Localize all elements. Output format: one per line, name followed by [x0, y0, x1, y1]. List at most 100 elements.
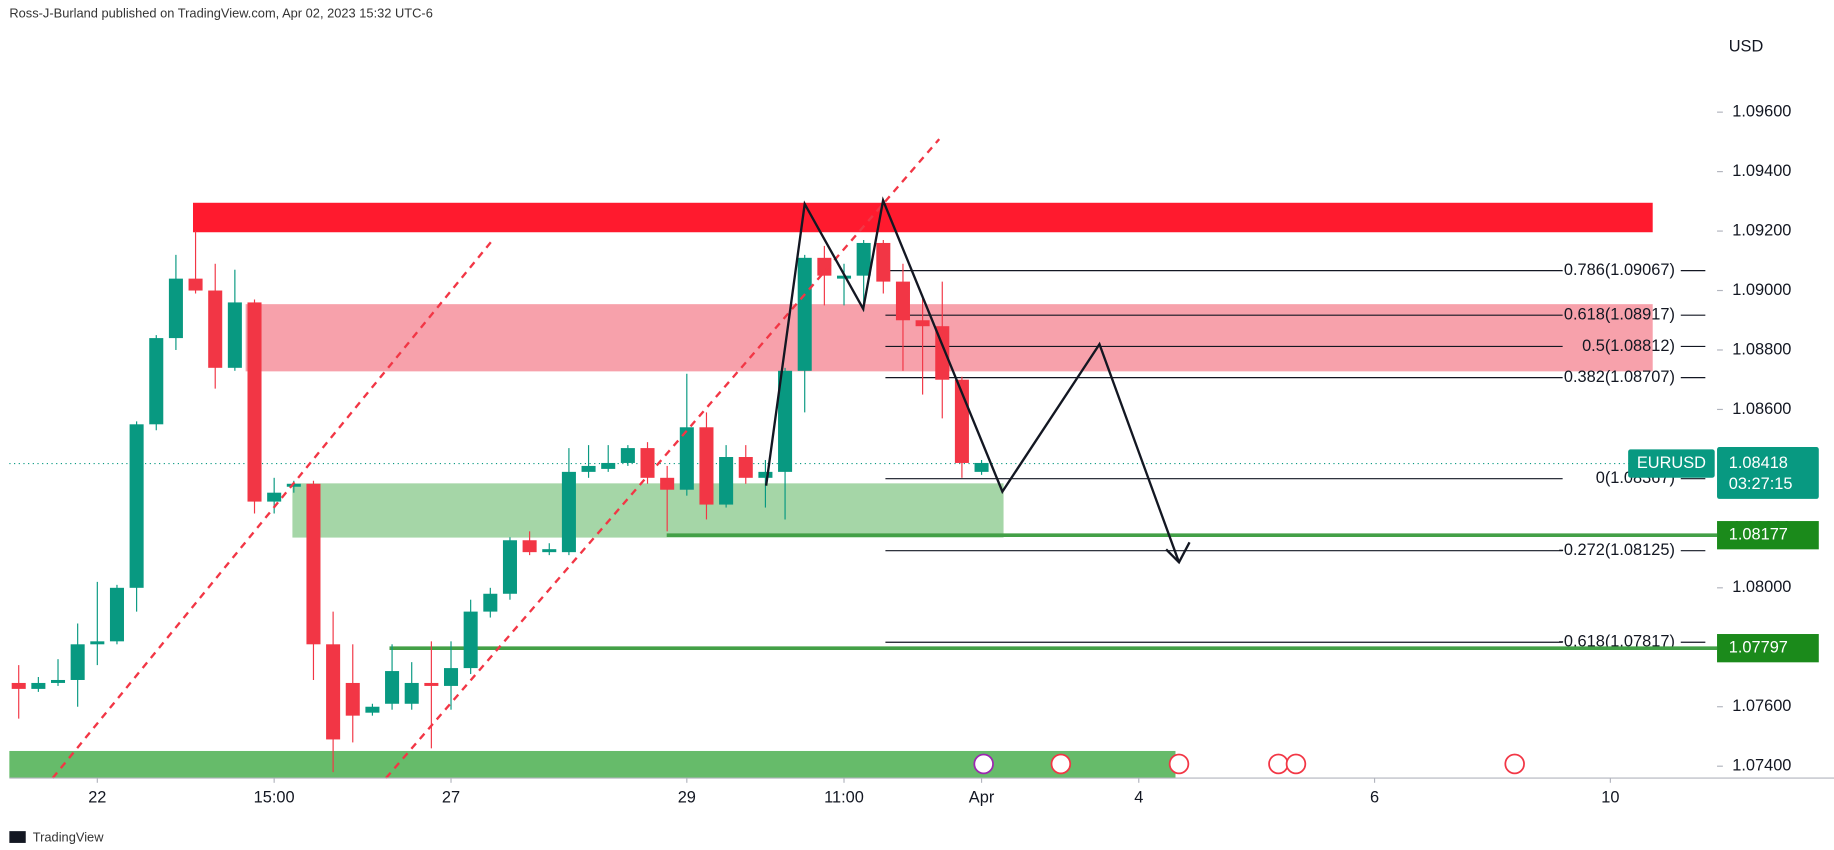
support-zone	[9, 750, 1176, 779]
candle-body	[286, 483, 301, 487]
x-tick-label: 27	[442, 788, 460, 806]
fib-label: -0.272(1.08125)	[1558, 541, 1675, 559]
event-icon	[973, 753, 994, 775]
countdown: 03:27:15	[1729, 475, 1793, 493]
candle-body	[188, 278, 203, 291]
candle-body	[679, 427, 694, 490]
candle-body	[404, 682, 419, 704]
trend-line	[385, 138, 941, 779]
event-icon	[1285, 753, 1307, 775]
candle-body	[502, 540, 517, 594]
candle-body	[50, 679, 66, 683]
candle-body	[660, 477, 675, 490]
y-tick-label: 1.07400	[1732, 756, 1791, 774]
candle-body	[719, 457, 734, 505]
fib-label: 0.618(1.08917)	[1564, 306, 1675, 324]
candle-body	[326, 644, 341, 740]
y-tick-label: 1.08800	[1732, 340, 1791, 358]
candle-body	[208, 290, 223, 368]
candle-body	[601, 462, 616, 469]
candle-body	[227, 302, 242, 368]
x-tick-label: 29	[678, 788, 696, 806]
candle-body	[640, 448, 655, 478]
candle-body	[542, 549, 557, 553]
candle-body	[129, 424, 144, 588]
candle-body	[935, 326, 950, 380]
candle-body	[561, 471, 576, 553]
candle-body	[738, 457, 753, 478]
candle-body	[70, 644, 85, 680]
candle-body	[856, 242, 871, 276]
header: Ross-J-Burland published on TradingView.…	[9, 6, 433, 21]
projection-arrow	[1165, 541, 1191, 565]
fib-label: 0.786(1.09067)	[1564, 261, 1675, 279]
x-tick-label: 6	[1370, 788, 1379, 806]
candle-body	[895, 281, 910, 321]
price-tag-label: 1.08418	[1729, 454, 1788, 472]
y-tick-label: 1.09000	[1732, 281, 1791, 299]
event-icons	[973, 753, 1525, 775]
y-tick-label: 1.09200	[1732, 221, 1791, 239]
price-tags: EURUSD 1.08418 03:27:15 1.08177 1.07797	[1628, 447, 1819, 663]
currency: USD	[1729, 37, 1764, 55]
symbol-label: EURUSD	[1637, 454, 1706, 472]
candle-body	[620, 448, 635, 463]
candle-body	[90, 641, 105, 645]
candle-body	[345, 682, 360, 716]
candle-body	[247, 302, 262, 502]
candle-body	[365, 706, 380, 713]
x-tick-label: 15:00	[254, 788, 295, 806]
resistance-zone	[192, 202, 1653, 233]
level-tag	[1717, 521, 1819, 550]
candle-body	[463, 611, 478, 669]
level-tag-label: 1.07797	[1729, 638, 1788, 656]
x-tick-label: 11:00	[824, 788, 864, 806]
candle-body	[778, 370, 793, 472]
x-tick-label: Apr	[969, 788, 995, 806]
fib-label: 0.5(1.08812)	[1582, 337, 1675, 355]
candle-body	[11, 682, 26, 689]
x-tick-label: 10	[1601, 788, 1619, 806]
projection-path	[764, 196, 1181, 563]
y-tick-label: 1.08000	[1732, 578, 1791, 596]
y-tick-label: 1.09400	[1732, 162, 1791, 180]
candle-body	[267, 492, 282, 502]
fib-levels: 0.786(1.09067) 0.618(1.08917) 0.5(1.08812)…	[389, 261, 1718, 651]
candle-body	[168, 278, 183, 339]
candle-body	[974, 462, 989, 472]
footer: TradingView	[33, 830, 104, 845]
candle-body	[483, 593, 498, 612]
fib-label: -0.618(1.07817)	[1558, 633, 1675, 651]
y-tick-label: 1.09600	[1732, 102, 1791, 120]
event-icon	[1050, 753, 1072, 775]
candle-body	[836, 275, 852, 279]
demand-zone	[292, 483, 1004, 538]
candle-body	[149, 338, 164, 425]
price-axis: 1.074001.076001.078001.080001.082001.084…	[88, 102, 1791, 806]
candle-body	[817, 257, 832, 276]
candle-body	[522, 540, 537, 553]
candle-body	[581, 465, 596, 472]
y-tick-label: 1.08600	[1732, 400, 1791, 418]
symbol-tag	[1628, 449, 1715, 478]
level-tag	[1717, 634, 1819, 663]
x-tick-label: 4	[1134, 788, 1143, 806]
candle-body	[424, 682, 439, 686]
y-tick-label: 1.07600	[1732, 697, 1791, 715]
event-icon	[1504, 753, 1525, 775]
event-icon	[1168, 753, 1190, 775]
logo	[9, 831, 26, 843]
candle-body	[876, 242, 891, 282]
candle-body	[385, 671, 400, 704]
price-tag	[1717, 447, 1819, 499]
candles	[11, 231, 989, 773]
candle-body	[758, 471, 773, 478]
candle-body	[31, 682, 46, 689]
candle-body	[797, 257, 812, 371]
candle-body	[109, 587, 124, 642]
candle-body	[915, 320, 930, 327]
candle-body	[443, 668, 459, 686]
level-tag-label: 1.08177	[1729, 526, 1788, 544]
